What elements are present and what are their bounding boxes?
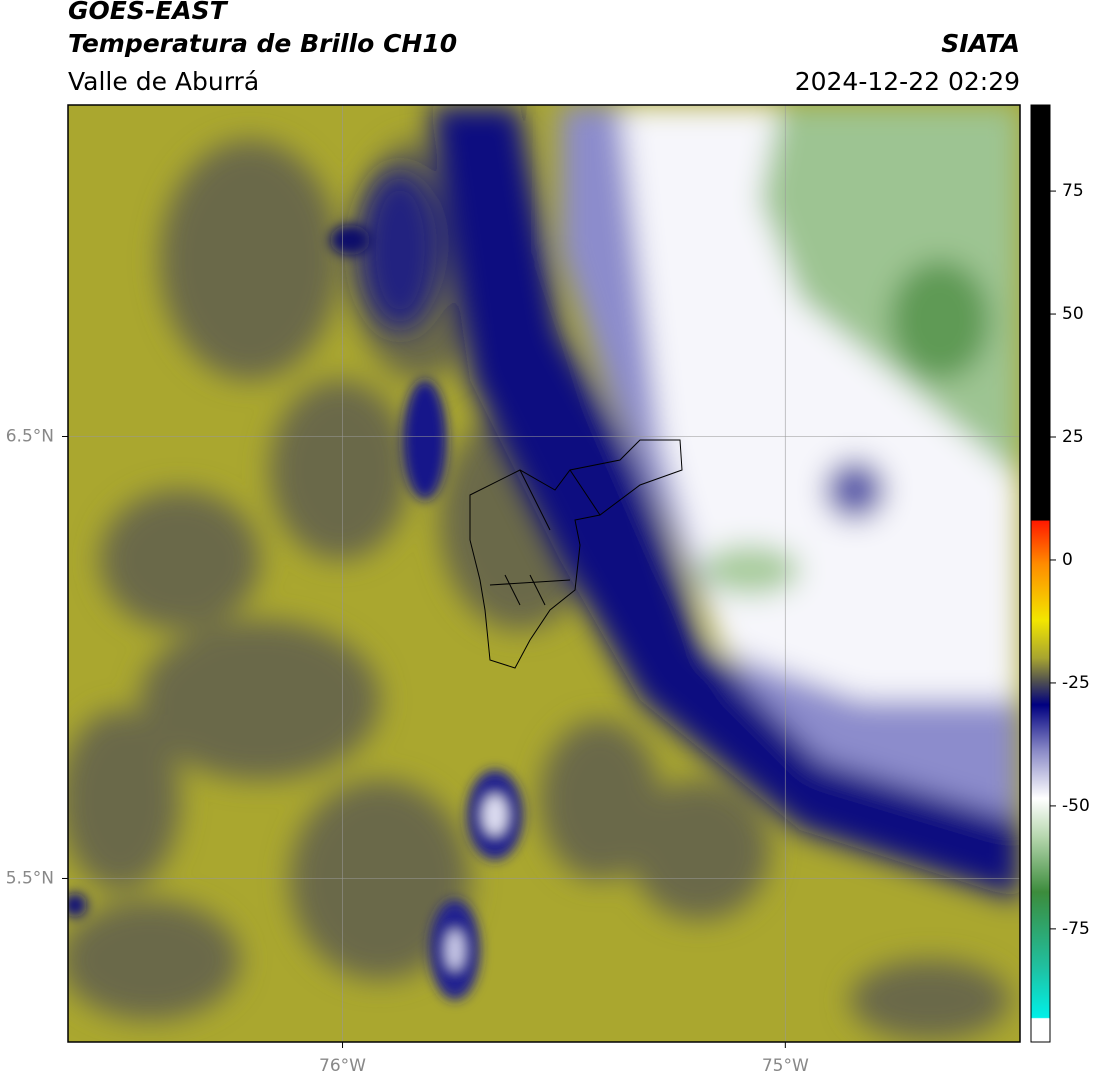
source: SIATA — [941, 29, 1020, 58]
lat-label: 6.5°N — [6, 426, 54, 446]
colorbar — [1030, 104, 1051, 1043]
map-frame — [67, 104, 1021, 1043]
lon-label: 75°W — [762, 1056, 809, 1076]
satellite-image — [68, 105, 1020, 1042]
region: Valle de Aburrá — [68, 67, 259, 96]
colorbar-label: -25 — [1062, 673, 1090, 693]
datetime: 2024-12-22 02:29 — [795, 67, 1020, 96]
colorbar-label: 50 — [1062, 304, 1084, 324]
lon-label: 76°W — [319, 1056, 366, 1076]
lat-label: 5.5°N — [6, 868, 54, 888]
title: GOES-EAST — [68, 0, 229, 25]
colorbar-label: -75 — [1062, 919, 1090, 939]
colorbar-label: 25 — [1062, 427, 1084, 447]
colorbar-label: 75 — [1062, 181, 1084, 201]
colorbar-label: -50 — [1062, 796, 1090, 816]
colorbar-label: 0 — [1062, 550, 1073, 570]
subtitle: Temperatura de Brillo CH10 — [68, 29, 457, 58]
